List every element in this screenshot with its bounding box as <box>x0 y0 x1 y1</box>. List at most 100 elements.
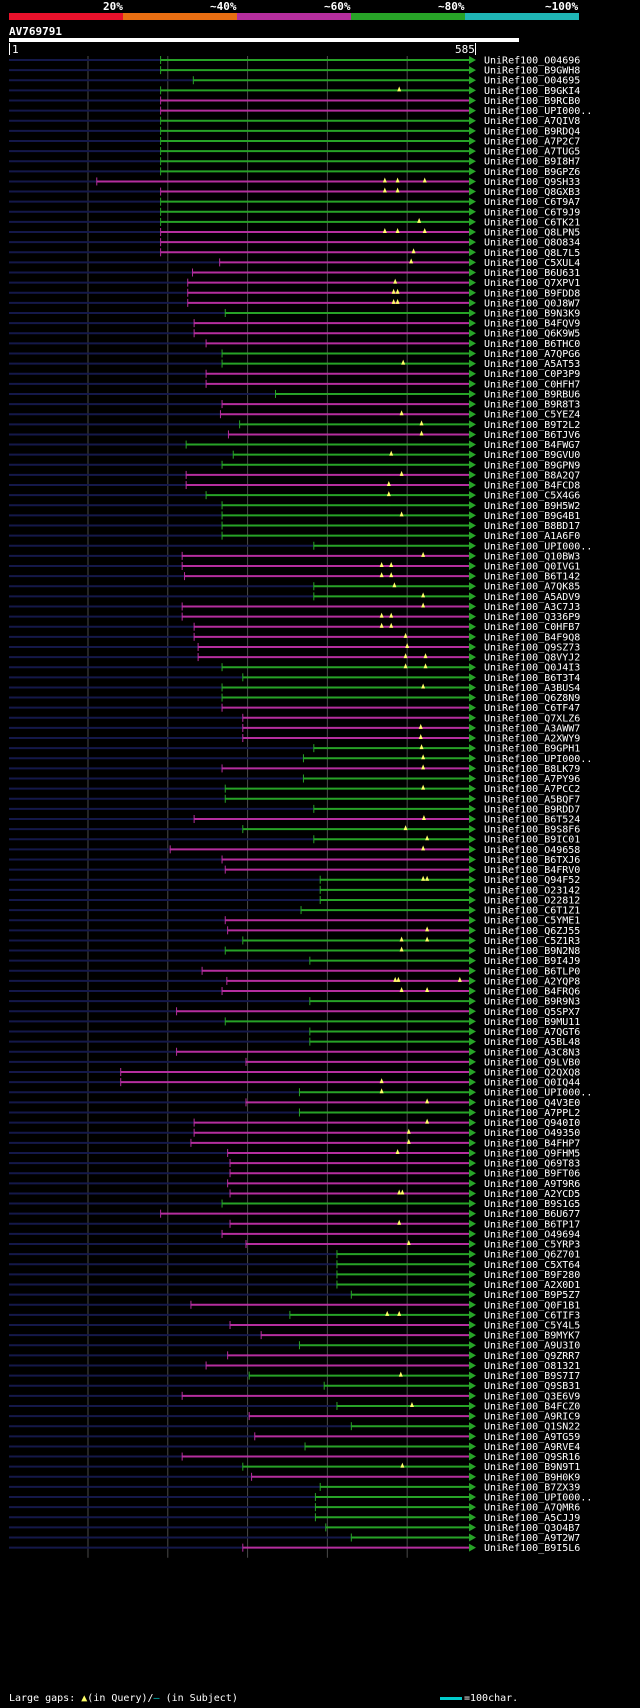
hit-label[interactable]: UniRef100_Q8GXB3 <box>484 187 580 198</box>
hit-label[interactable]: UniRef100_B6U631 <box>484 268 580 279</box>
hit-label[interactable]: UniRef100_C5XUL4 <box>484 258 580 269</box>
hit-label[interactable]: UniRef100_UPI000.. <box>484 1493 592 1504</box>
hit-label[interactable]: UniRef100_B9F280 <box>484 1270 580 1281</box>
hit-label[interactable]: UniRef100_Q0IVG1 <box>484 562 580 573</box>
hit-label[interactable]: UniRef100_C5X4G6 <box>484 491 580 502</box>
hit-label[interactable]: UniRef100_Q9FHM5 <box>484 1148 580 1159</box>
hit-label[interactable]: UniRef100_C0P3P9 <box>484 369 580 380</box>
hit-label[interactable]: UniRef100_A3C7J3 <box>484 602 580 613</box>
hit-label[interactable]: UniRef100_B9GPH1 <box>484 744 580 755</box>
hit-label[interactable]: UniRef100_B4FRQ6 <box>484 987 580 998</box>
hit-label[interactable]: UniRef100_Q10BW3 <box>484 551 580 562</box>
hit-label[interactable]: UniRef100_B9FDD8 <box>484 288 580 299</box>
hit-label[interactable]: UniRef100_O23142 <box>484 885 580 896</box>
hit-label[interactable]: UniRef100_B9P5Z7 <box>484 1290 580 1301</box>
hit-label[interactable]: UniRef100_C6TIF3 <box>484 1310 580 1321</box>
hit-label[interactable]: UniRef100_B9N3K9 <box>484 309 580 320</box>
hit-label[interactable]: UniRef100_A5BL48 <box>484 1037 580 1048</box>
hit-label[interactable]: UniRef100_B9T2L2 <box>484 420 580 431</box>
hit-label[interactable]: UniRef100_B6THC0 <box>484 339 580 350</box>
hit-label[interactable]: UniRef100_B6T524 <box>484 815 580 826</box>
hit-label[interactable]: UniRef100_B9N9T1 <box>484 1462 580 1473</box>
hit-label[interactable]: UniRef100_C5Y4L5 <box>484 1321 580 1332</box>
hit-label[interactable]: UniRef100_C6T9J9 <box>484 207 580 218</box>
hit-label[interactable]: UniRef100_B9I8H7 <box>484 157 580 168</box>
hit-label[interactable]: UniRef100_B4FQV9 <box>484 319 580 330</box>
hit-label[interactable]: UniRef100_A9RVE4 <box>484 1442 580 1453</box>
hit-label[interactable]: UniRef100_B9H0K9 <box>484 1472 580 1483</box>
hit-label[interactable]: UniRef100_UPI000.. <box>484 754 592 765</box>
hit-label[interactable]: UniRef100_B4FRV0 <box>484 865 580 876</box>
hit-label[interactable]: UniRef100_A3AWW7 <box>484 723 580 734</box>
hit-label[interactable]: UniRef100_Q8VYJ2 <box>484 653 580 664</box>
hit-label[interactable]: UniRef100_A2YQP8 <box>484 976 580 987</box>
hit-label[interactable]: UniRef100_B9MU11 <box>484 1017 580 1028</box>
hit-label[interactable]: UniRef100_Q94F52 <box>484 875 580 886</box>
hit-label[interactable]: UniRef100_Q3E6V9 <box>484 1391 580 1402</box>
hit-label[interactable]: UniRef100_A7QIV8 <box>484 116 580 127</box>
hit-label[interactable]: UniRef100_UPI000.. <box>484 106 592 117</box>
hit-label[interactable]: UniRef100_C0HFB7 <box>484 622 580 633</box>
hit-label[interactable]: UniRef100_B9FT06 <box>484 1169 580 1180</box>
hit-label[interactable]: UniRef100_Q9SH33 <box>484 177 580 188</box>
hit-label[interactable]: UniRef100_O81321 <box>484 1361 580 1372</box>
hit-label[interactable]: UniRef100_B9GKI4 <box>484 86 580 97</box>
hit-label[interactable]: UniRef100_B9S8F6 <box>484 825 580 836</box>
hit-label[interactable]: UniRef100_B9G4B1 <box>484 511 580 522</box>
hit-label[interactable]: UniRef100_Q2QXQ8 <box>484 1068 580 1079</box>
hit-label[interactable]: UniRef100_A5CJJ9 <box>484 1513 580 1524</box>
hit-label[interactable]: UniRef100_B6TXJ6 <box>484 855 580 866</box>
hit-label[interactable]: UniRef100_B9RDQ4 <box>484 126 580 137</box>
hit-label[interactable]: UniRef100_Q1SN22 <box>484 1422 580 1433</box>
hit-label[interactable]: UniRef100_Q7XPV1 <box>484 278 580 289</box>
hit-label[interactable]: UniRef100_B9GVU0 <box>484 450 580 461</box>
hit-label[interactable]: UniRef100_C5XT64 <box>484 1260 580 1271</box>
hit-label[interactable]: UniRef100_B6TJV6 <box>484 430 580 441</box>
hit-label[interactable]: UniRef100_O04695 <box>484 76 580 87</box>
hit-label[interactable]: UniRef100_A2XWY9 <box>484 734 580 745</box>
hit-label[interactable]: UniRef100_O22812 <box>484 895 580 906</box>
hit-label[interactable]: UniRef100_B9GWH8 <box>484 66 580 77</box>
hit-label[interactable]: UniRef100_A2YCD5 <box>484 1189 580 1200</box>
hit-label[interactable]: UniRef100_Q5SPX7 <box>484 1007 580 1018</box>
hit-label[interactable]: UniRef100_C5YRP3 <box>484 1240 580 1251</box>
hit-label[interactable]: UniRef100_B8LK79 <box>484 764 580 775</box>
hit-label[interactable]: UniRef100_A1A6F0 <box>484 531 580 542</box>
hit-label[interactable]: UniRef100_A9TG59 <box>484 1432 580 1443</box>
hit-label[interactable]: UniRef100_A7QMR6 <box>484 1503 580 1514</box>
hit-label[interactable]: UniRef100_B9S7I7 <box>484 1371 580 1382</box>
hit-label[interactable]: UniRef100_Q336P9 <box>484 612 580 623</box>
hit-label[interactable]: UniRef100_Q8O834 <box>484 238 580 249</box>
hit-label[interactable]: UniRef100_A3BUS4 <box>484 683 580 694</box>
hit-label[interactable]: UniRef100_A7PCC2 <box>484 784 580 795</box>
hit-label[interactable]: UniRef100_O04696 <box>484 56 580 67</box>
hit-label[interactable]: UniRef100_C6TF47 <box>484 703 580 714</box>
hit-label[interactable]: UniRef100_B9S1G5 <box>484 1199 580 1210</box>
hit-label[interactable]: UniRef100_Q6K9W5 <box>484 329 580 340</box>
hit-label[interactable]: UniRef100_Q0J4I3 <box>484 663 580 674</box>
hit-label[interactable]: UniRef100_C5YEZ4 <box>484 410 580 421</box>
hit-label[interactable]: UniRef100_Q8LPN5 <box>484 228 580 239</box>
hit-label[interactable]: UniRef100_A9U3I0 <box>484 1341 580 1352</box>
hit-label[interactable]: UniRef100_A5AT53 <box>484 359 580 370</box>
hit-label[interactable]: UniRef100_Q6ZJ55 <box>484 926 580 937</box>
hit-label[interactable]: UniRef100_B7ZX39 <box>484 1482 580 1493</box>
hit-label[interactable]: UniRef100_O49658 <box>484 845 580 856</box>
hit-label[interactable]: UniRef100_Q9LVB0 <box>484 1057 580 1068</box>
hit-label[interactable]: UniRef100_B9MYK7 <box>484 1331 580 1342</box>
hit-label[interactable]: UniRef100_B8BD17 <box>484 521 580 532</box>
hit-label[interactable]: UniRef100_A7PY96 <box>484 774 580 785</box>
hit-label[interactable]: UniRef100_B9R9N3 <box>484 997 580 1008</box>
hit-label[interactable]: UniRef100_A3C8N3 <box>484 1047 580 1058</box>
hit-label[interactable]: UniRef100_B4FWG7 <box>484 440 580 451</box>
hit-label[interactable]: UniRef100_C6TK21 <box>484 217 580 228</box>
hit-label[interactable]: UniRef100_A2X0D1 <box>484 1280 580 1291</box>
hit-label[interactable]: UniRef100_A7PPL2 <box>484 1108 580 1119</box>
hit-label[interactable]: UniRef100_A7QK85 <box>484 582 580 593</box>
hit-label[interactable]: UniRef100_B6T142 <box>484 572 580 583</box>
hit-label[interactable]: UniRef100_A9RIC9 <box>484 1412 580 1423</box>
hit-label[interactable]: UniRef100_B4FCD8 <box>484 481 580 492</box>
hit-label[interactable]: UniRef100_B9IC01 <box>484 835 580 846</box>
hit-label[interactable]: UniRef100_C0HFH7 <box>484 379 580 390</box>
hit-label[interactable]: UniRef100_C5Z1R3 <box>484 936 580 947</box>
